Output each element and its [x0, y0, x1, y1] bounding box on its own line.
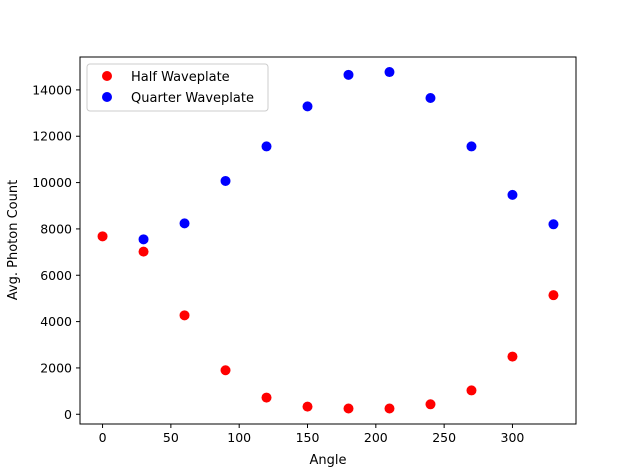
data-point-quarter-waveplate [220, 175, 231, 186]
data-point-half-waveplate [302, 401, 313, 412]
legend-marker-half-waveplate [102, 71, 112, 81]
y-tick-label: 4000 [40, 314, 72, 329]
data-point-quarter-waveplate [466, 141, 477, 152]
y-tick-label: 6000 [40, 268, 72, 283]
data-point-quarter-waveplate [425, 93, 436, 104]
data-point-half-waveplate [466, 385, 477, 396]
data-point-quarter-waveplate [384, 67, 395, 78]
plot-background [80, 57, 576, 424]
data-point-quarter-waveplate [302, 101, 313, 112]
data-point-half-waveplate [97, 231, 108, 242]
legend-box [86, 63, 269, 112]
y-tick-label: 2000 [40, 360, 72, 375]
data-point-half-waveplate [261, 392, 272, 403]
plot-frame [79, 56, 577, 425]
data-point-half-waveplate [384, 403, 395, 414]
x-tick-label: 200 [364, 430, 388, 445]
x-tick-label: 300 [501, 430, 525, 445]
legend-label-half-waveplate: Half Waveplate [131, 70, 230, 85]
x-axis-label: Angle [310, 453, 347, 468]
y-tick-label: 8000 [40, 221, 72, 236]
data-point-half-waveplate [343, 403, 354, 414]
y-tick-label: 14000 [32, 82, 72, 97]
legend-label-quarter-waveplate: Quarter Waveplate [131, 91, 254, 106]
x-tick-label: 100 [227, 430, 251, 445]
legend-marker-quarter-waveplate [102, 92, 112, 102]
axes: 0 50 100 150 200 250 300 0 2000 4000 6000 8000 10000… [32, 56, 577, 445]
x-tick-label: 150 [296, 430, 320, 445]
y-axis-label: Avg. Photon Count [6, 180, 21, 300]
y-tick-label: 10000 [32, 175, 72, 190]
legend: Half Waveplate Quarter Waveplate [86, 63, 269, 112]
data-point-quarter-waveplate [343, 69, 354, 80]
data-point-quarter-waveplate [548, 219, 559, 230]
data-point-quarter-waveplate [179, 218, 190, 229]
data-point-half-waveplate [507, 351, 518, 362]
data-point-half-waveplate [220, 365, 231, 376]
data-points [97, 67, 559, 414]
data-point-half-waveplate [425, 399, 436, 410]
data-point-half-waveplate [548, 290, 559, 301]
y-tick-label: 0 [64, 407, 72, 422]
x-tick-label: 50 [163, 430, 179, 445]
y-tick-label: 12000 [32, 129, 72, 144]
x-tick-label: 250 [432, 430, 456, 445]
data-point-half-waveplate [138, 246, 149, 257]
data-point-half-waveplate [179, 310, 190, 321]
x-tick-label: 0 [99, 430, 107, 445]
data-point-quarter-waveplate [507, 189, 518, 200]
data-point-quarter-waveplate [261, 141, 272, 152]
data-point-quarter-waveplate [138, 234, 149, 245]
